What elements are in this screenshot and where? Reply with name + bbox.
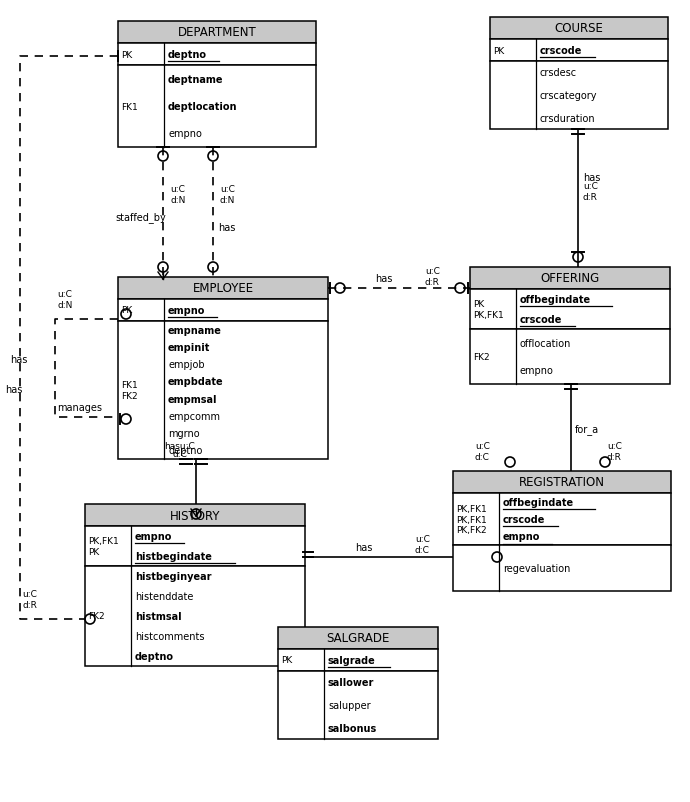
- Text: empno: empno: [135, 532, 172, 541]
- Text: EMPLOYEE: EMPLOYEE: [193, 282, 253, 295]
- Text: COURSE: COURSE: [555, 22, 604, 35]
- Text: histbeginyear: histbeginyear: [135, 571, 212, 581]
- Text: DEPARTMENT: DEPARTMENT: [177, 26, 257, 39]
- Text: crscode: crscode: [503, 514, 545, 525]
- Text: PK: PK: [121, 306, 132, 315]
- Text: empmsal: empmsal: [168, 394, 217, 404]
- Text: deptno: deptno: [168, 50, 207, 60]
- Text: PK,FK1
PK: PK,FK1 PK: [88, 537, 119, 556]
- Text: empinit: empinit: [168, 342, 210, 352]
- Text: u:C
d:N: u:C d:N: [220, 185, 235, 205]
- Bar: [278, 671, 438, 739]
- Text: histmsal: histmsal: [135, 611, 181, 622]
- Text: PK
PK,FK1: PK PK,FK1: [473, 300, 504, 319]
- Text: deptno: deptno: [135, 651, 174, 661]
- Text: PK: PK: [281, 656, 293, 665]
- Text: u:C
d:C: u:C d:C: [475, 442, 490, 461]
- Text: crscategory: crscategory: [540, 91, 598, 101]
- Bar: [118, 66, 316, 148]
- Text: deptno: deptno: [168, 446, 202, 456]
- Text: u:C
d:R: u:C d:R: [22, 589, 37, 609]
- Text: regevaluation: regevaluation: [503, 563, 571, 573]
- Bar: [118, 22, 316, 44]
- Bar: [470, 268, 670, 290]
- Text: deptlocation: deptlocation: [168, 102, 237, 111]
- Text: crscode: crscode: [520, 314, 562, 325]
- Bar: [278, 627, 438, 649]
- Bar: [470, 290, 670, 330]
- Bar: [85, 526, 305, 566]
- Text: has: has: [375, 273, 393, 284]
- Text: PK: PK: [121, 51, 132, 59]
- Text: offbegindate: offbegindate: [520, 294, 591, 305]
- Bar: [490, 40, 668, 62]
- Text: FK2: FK2: [473, 353, 490, 362]
- Text: u:C
d:R: u:C d:R: [607, 442, 622, 461]
- Text: u:C
d:R: u:C d:R: [425, 267, 440, 286]
- Text: staffed_by: staffed_by: [115, 213, 166, 223]
- Text: u:C
d:R: u:C d:R: [583, 182, 598, 201]
- Text: for_a: for_a: [575, 424, 599, 435]
- Bar: [453, 472, 671, 493]
- Text: u:C
d:N: u:C d:N: [57, 290, 72, 310]
- Text: has: has: [583, 172, 600, 183]
- Bar: [118, 277, 328, 300]
- Text: has: has: [218, 223, 235, 233]
- Text: histcomments: histcomments: [135, 631, 204, 642]
- Text: REGISTRATION: REGISTRATION: [519, 476, 605, 489]
- Text: has: has: [5, 384, 22, 395]
- Bar: [118, 322, 328, 460]
- Bar: [278, 649, 438, 671]
- Text: deptname: deptname: [168, 75, 224, 84]
- Text: histenddate: histenddate: [135, 591, 193, 602]
- Text: empno: empno: [520, 366, 554, 376]
- Text: FK1: FK1: [121, 103, 138, 111]
- Text: SALGRADE: SALGRADE: [326, 632, 390, 645]
- Text: salupper: salupper: [328, 700, 371, 710]
- Text: sallower: sallower: [328, 678, 375, 687]
- Text: crsduration: crsduration: [540, 114, 595, 124]
- Text: empbdate: empbdate: [168, 377, 224, 387]
- Text: FK1
FK2: FK1 FK2: [121, 381, 138, 400]
- Bar: [85, 566, 305, 666]
- Text: crscode: crscode: [540, 46, 582, 56]
- Bar: [85, 504, 305, 526]
- Text: empcomm: empcomm: [168, 411, 220, 421]
- Bar: [490, 62, 668, 130]
- Text: histbegindate: histbegindate: [135, 551, 212, 561]
- Bar: [118, 300, 328, 322]
- Text: d:C: d:C: [172, 450, 187, 459]
- Bar: [453, 493, 671, 545]
- Text: HISTORY: HISTORY: [170, 508, 220, 522]
- Text: manages: manages: [57, 403, 102, 412]
- Text: PK,FK1
PK,FK1
PK,FK2: PK,FK1 PK,FK1 PK,FK2: [456, 504, 486, 534]
- Bar: [118, 44, 316, 66]
- Text: has: has: [355, 542, 373, 553]
- Text: empno: empno: [503, 532, 540, 541]
- Text: salgrade: salgrade: [328, 655, 376, 665]
- Text: empname: empname: [168, 326, 222, 335]
- Text: has: has: [10, 354, 28, 365]
- Text: u:C
d:N: u:C d:N: [170, 185, 186, 205]
- Text: salbonus: salbonus: [328, 723, 377, 733]
- Text: empno: empno: [168, 306, 206, 316]
- Text: hasu:C: hasu:C: [164, 442, 195, 451]
- Text: mgrno: mgrno: [168, 428, 199, 439]
- Bar: [453, 545, 671, 591]
- Text: PK: PK: [493, 47, 504, 55]
- Bar: [490, 18, 668, 40]
- Text: empno: empno: [168, 129, 202, 140]
- Text: crsdesc: crsdesc: [540, 68, 577, 79]
- Text: offlocation: offlocation: [520, 338, 571, 348]
- Text: u:C
d:C: u:C d:C: [415, 535, 430, 554]
- Text: empjob: empjob: [168, 359, 205, 370]
- Text: OFFERING: OFFERING: [540, 272, 600, 286]
- Text: offbegindate: offbegindate: [503, 497, 574, 507]
- Bar: [470, 330, 670, 384]
- Text: FK2: FK2: [88, 612, 105, 621]
